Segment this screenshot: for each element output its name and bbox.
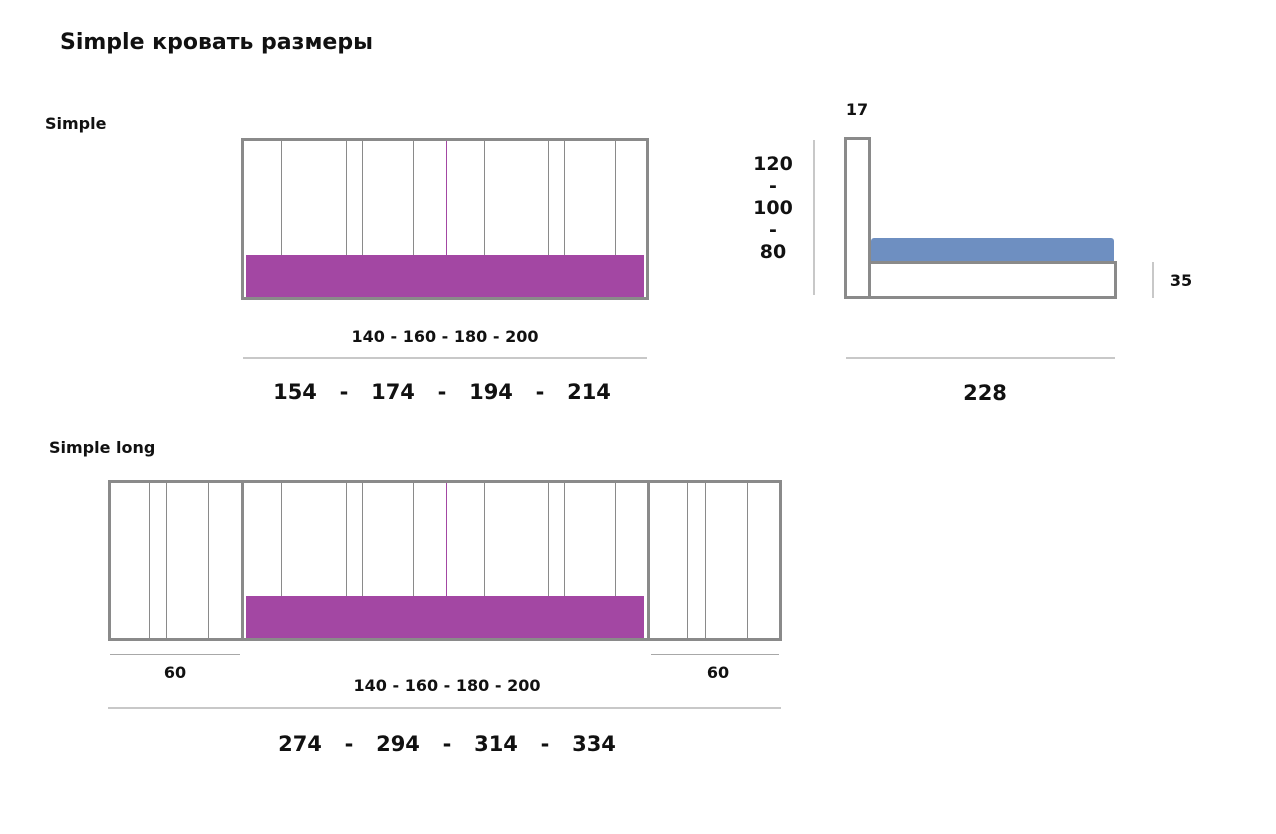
- mattress-side: [871, 238, 1114, 262]
- separator: -: [339, 380, 349, 404]
- headboard-center-line: [446, 483, 447, 638]
- total-width-value: 194: [469, 380, 513, 404]
- right-panel-width: 60: [706, 663, 730, 682]
- length-dimension-line: [846, 357, 1115, 359]
- mattress: [246, 596, 644, 638]
- left-panel-dimension-line: [110, 654, 240, 655]
- panel-line: [208, 483, 209, 638]
- panel-line: [166, 483, 167, 638]
- headboard-center-line: [446, 141, 447, 297]
- right-panel-dimension-line: [651, 654, 779, 655]
- simple-dimension-line: [243, 357, 647, 359]
- total-width-value: 214: [567, 380, 611, 404]
- headboard-panel-line: [484, 141, 485, 297]
- headboard-panel-line: [484, 483, 485, 638]
- right-side-panel: [647, 480, 782, 641]
- headboard-height-line: [813, 140, 815, 295]
- separator: -: [540, 732, 550, 756]
- base-height-label: 35: [1169, 271, 1193, 290]
- panel-line: [705, 483, 706, 638]
- headboard-panel-line: [564, 141, 565, 297]
- separator: -: [442, 732, 452, 756]
- separator: -: [769, 175, 777, 197]
- headboard-side: [844, 137, 871, 299]
- headboard-panel-line: [615, 141, 616, 297]
- headboard-panel-line: [362, 141, 363, 297]
- simple-long-mattress-widths: 140 - 160 - 180 - 200: [353, 676, 541, 695]
- simple-long-bed-front-view: [241, 480, 651, 641]
- headboard-height-value: 100: [753, 197, 793, 219]
- simple-mattress-widths: 140 - 160 - 180 - 200: [351, 327, 539, 346]
- page-title: Simple кровать размеры: [60, 30, 373, 55]
- headboard-panel-line: [548, 483, 549, 638]
- headboard-height-value: 80: [759, 241, 787, 263]
- headboard-panel-line: [615, 483, 616, 638]
- bed-length-label: 228: [963, 381, 1007, 405]
- total-width-value: 154: [273, 380, 317, 404]
- total-width-value: 174: [371, 380, 415, 404]
- headboard-panel-line: [564, 483, 565, 638]
- separator: -: [344, 732, 354, 756]
- headboard-panel-line: [362, 483, 363, 638]
- total-width-value: 274: [278, 732, 322, 756]
- left-panel-width: 60: [163, 663, 187, 682]
- simple-long-dimension-line: [108, 707, 781, 709]
- section-label-simple-long: Simple long: [49, 438, 156, 457]
- separator: -: [437, 380, 447, 404]
- headboard-panel-line: [346, 483, 347, 638]
- panel-line: [149, 483, 150, 638]
- headboard-heights: 120 - 100 - 80: [748, 153, 798, 263]
- separator: -: [769, 219, 777, 241]
- headboard-panel-line: [281, 141, 282, 297]
- mattress: [246, 255, 644, 297]
- base-height-line: [1152, 262, 1154, 298]
- left-side-panel: [108, 480, 244, 641]
- panel-line: [687, 483, 688, 638]
- section-label-simple: Simple: [45, 114, 107, 133]
- panel-line: [747, 483, 748, 638]
- simple-bed-front-view: [241, 138, 649, 300]
- total-width-value: 294: [376, 732, 420, 756]
- bed-base-side: [868, 261, 1117, 299]
- total-width-value: 334: [572, 732, 616, 756]
- headboard-thickness-label: 17: [845, 100, 869, 119]
- headboard-panel-line: [413, 483, 414, 638]
- total-width-value: 314: [474, 732, 518, 756]
- headboard-height-value: 120: [753, 153, 793, 175]
- headboard-panel-line: [548, 141, 549, 297]
- headboard-panel-line: [346, 141, 347, 297]
- separator: -: [535, 380, 545, 404]
- headboard-panel-line: [281, 483, 282, 638]
- headboard-panel-line: [413, 141, 414, 297]
